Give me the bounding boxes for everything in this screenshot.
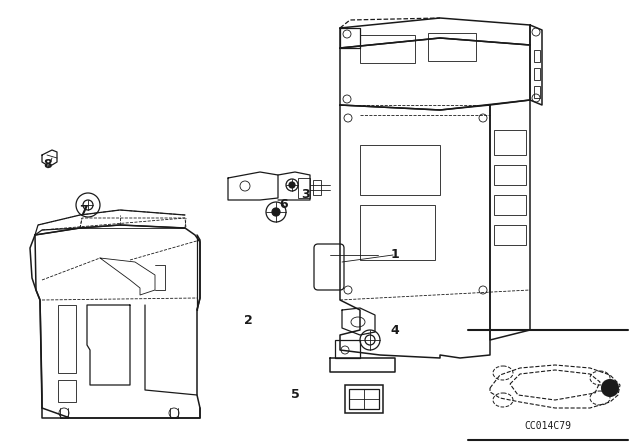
Bar <box>494 130 526 155</box>
Bar <box>494 165 526 185</box>
Bar <box>360 145 440 195</box>
Bar <box>534 86 540 98</box>
Bar <box>360 205 435 260</box>
Circle shape <box>272 208 280 216</box>
Bar <box>534 68 540 80</box>
Bar <box>360 35 415 63</box>
Text: 6: 6 <box>280 198 288 211</box>
Text: 7: 7 <box>79 203 88 216</box>
Text: 2: 2 <box>244 314 252 327</box>
Bar <box>494 225 526 245</box>
Bar <box>335 340 360 358</box>
Text: 4: 4 <box>390 323 399 336</box>
Circle shape <box>289 182 295 188</box>
Bar <box>58 380 76 402</box>
Bar <box>349 389 379 409</box>
Circle shape <box>601 379 619 397</box>
Bar <box>345 385 383 413</box>
Bar <box>534 50 540 62</box>
Bar <box>298 178 310 198</box>
Bar <box>58 305 76 373</box>
Text: CC014C79: CC014C79 <box>525 421 572 431</box>
Text: 1: 1 <box>390 249 399 262</box>
Bar <box>313 180 321 195</box>
Text: 5: 5 <box>291 388 300 401</box>
Text: 3: 3 <box>301 189 309 202</box>
Bar <box>428 33 476 61</box>
Bar <box>494 195 526 215</box>
Text: 8: 8 <box>44 159 52 172</box>
